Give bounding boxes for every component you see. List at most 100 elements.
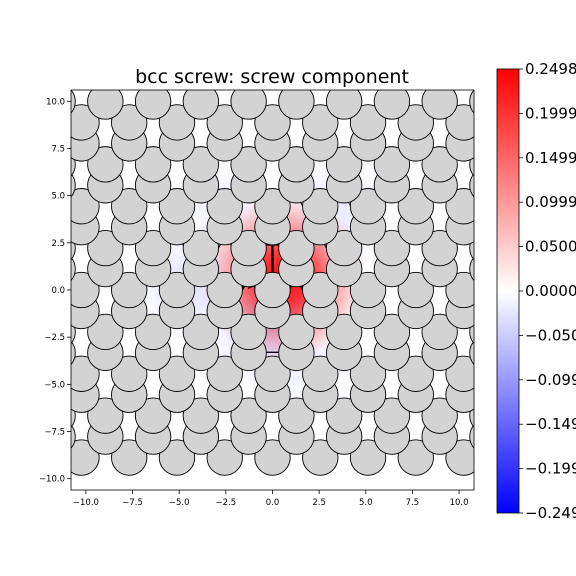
y-tick-label: 7.5 bbox=[51, 144, 65, 154]
atom bbox=[230, 229, 267, 267]
atom bbox=[87, 229, 124, 267]
colorbar-tick-label: −0.149 bbox=[525, 415, 576, 433]
atom bbox=[469, 173, 474, 198]
atom bbox=[206, 439, 243, 476]
atom bbox=[158, 104, 196, 141]
colorbar: 0.2498 0.1999 0.1499 0.0999 0.0500 0.0000 −0.0… bbox=[496, 60, 576, 522]
y-tick-label: −7.5 bbox=[44, 428, 65, 438]
x-tick-label: −5.0 bbox=[169, 498, 190, 508]
atom bbox=[71, 90, 76, 114]
atom bbox=[134, 90, 172, 120]
atom bbox=[230, 146, 267, 183]
atom bbox=[302, 355, 339, 392]
colorbar-tick-label: 0.1499 bbox=[525, 149, 576, 167]
atom bbox=[278, 313, 315, 351]
atom bbox=[373, 313, 411, 351]
atom bbox=[230, 313, 267, 351]
y-tick-label: −2.5 bbox=[44, 333, 65, 343]
atom bbox=[397, 271, 434, 309]
x-tick-label: −7.5 bbox=[122, 498, 143, 508]
atom bbox=[278, 90, 315, 120]
atom bbox=[373, 146, 411, 183]
atom bbox=[325, 397, 363, 434]
y-tick-label: 10.0 bbox=[46, 97, 65, 107]
atom bbox=[302, 271, 339, 309]
chart-title: bcc screw: screw component bbox=[135, 66, 409, 88]
y-tick-label: 0.0 bbox=[51, 286, 65, 296]
atom bbox=[158, 188, 196, 225]
atom bbox=[421, 397, 458, 434]
colorbar-tick-label: 0.1999 bbox=[525, 104, 576, 122]
atom bbox=[206, 104, 243, 141]
colorbar-tick-label: 0.0500 bbox=[525, 238, 576, 256]
atom bbox=[421, 229, 458, 267]
atom bbox=[421, 313, 458, 351]
atom bbox=[421, 146, 458, 183]
atom bbox=[206, 271, 243, 309]
atom bbox=[71, 319, 76, 345]
colorbar-tick-label: 0.2498 bbox=[525, 60, 576, 78]
atom bbox=[230, 397, 267, 434]
x-tick-label: 2.5 bbox=[312, 498, 326, 508]
colorbar-tick-label: 0.0999 bbox=[525, 193, 576, 211]
atom bbox=[134, 397, 172, 434]
plot-area bbox=[70, 89, 475, 491]
atom bbox=[87, 397, 124, 434]
atom bbox=[111, 188, 148, 225]
atom bbox=[373, 90, 411, 120]
atom bbox=[278, 146, 315, 183]
atom bbox=[325, 90, 363, 120]
atom bbox=[182, 313, 220, 351]
atom bbox=[134, 229, 172, 267]
atom bbox=[349, 355, 387, 392]
atom bbox=[325, 313, 363, 351]
x-tick-label: 5.0 bbox=[359, 498, 373, 508]
atom bbox=[373, 229, 411, 267]
atom bbox=[278, 397, 315, 434]
atom bbox=[111, 439, 148, 476]
atom bbox=[302, 104, 339, 141]
atom bbox=[325, 229, 363, 267]
atom bbox=[158, 271, 196, 309]
atom bbox=[230, 90, 267, 120]
atom bbox=[71, 424, 76, 449]
atom bbox=[421, 90, 458, 120]
y-tick-label: 2.5 bbox=[51, 239, 65, 249]
atom bbox=[349, 104, 387, 141]
atom bbox=[182, 90, 220, 120]
atom bbox=[71, 173, 76, 198]
atom bbox=[397, 439, 434, 476]
x-tick-label: 10.0 bbox=[450, 498, 469, 508]
atom bbox=[134, 146, 172, 183]
atom bbox=[254, 188, 291, 225]
atom bbox=[302, 188, 339, 225]
atom bbox=[397, 188, 434, 225]
atom bbox=[325, 146, 363, 183]
colorbar-ticks: 0.2498 0.1999 0.1499 0.0999 0.0500 0.0000 −0.0… bbox=[519, 60, 576, 522]
atom bbox=[111, 271, 148, 309]
atom bbox=[71, 256, 76, 282]
atom bbox=[254, 271, 291, 309]
atom bbox=[158, 439, 196, 476]
atom bbox=[397, 355, 434, 392]
atom bbox=[302, 439, 339, 476]
atom bbox=[87, 313, 124, 351]
atom bbox=[349, 439, 387, 476]
y-tick-label: −5.0 bbox=[44, 380, 65, 390]
atom bbox=[182, 397, 220, 434]
colorbar-gradient bbox=[496, 68, 520, 514]
atom-layer bbox=[71, 90, 474, 476]
atom bbox=[469, 424, 474, 449]
x-tick-label: −10.0 bbox=[73, 498, 99, 508]
atom bbox=[469, 256, 474, 282]
atom bbox=[206, 355, 243, 392]
atom bbox=[182, 146, 220, 183]
atom bbox=[254, 439, 291, 476]
atom bbox=[158, 355, 196, 392]
atom bbox=[182, 229, 220, 267]
atom bbox=[71, 340, 76, 366]
atom bbox=[397, 104, 434, 141]
atom bbox=[254, 355, 291, 392]
atom bbox=[469, 90, 474, 114]
